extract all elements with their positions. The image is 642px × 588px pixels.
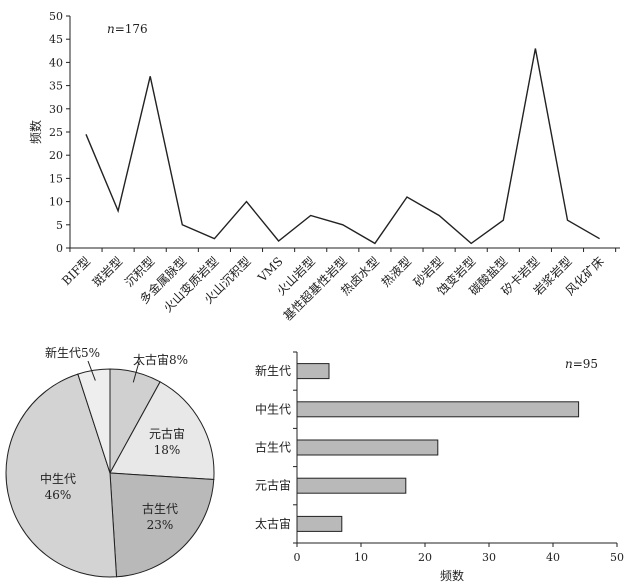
bar-古生代 <box>296 439 439 456</box>
bar-x-tick-label: 10 <box>354 551 368 564</box>
pie-slices <box>5 368 215 578</box>
pie-leader-新生代 <box>87 360 96 381</box>
line-category-label: BIF型 <box>59 254 93 288</box>
line-y-tick-label: 5 <box>56 219 63 232</box>
line-y-tick-label: 15 <box>49 172 63 185</box>
bar-中生代 <box>296 401 580 418</box>
pie-pct-元古宙: 18% <box>154 443 181 457</box>
line-y-axis-label: 频数 <box>28 120 43 144</box>
pie-label-新生代: 新生代5% <box>45 345 100 360</box>
bar-x-tick-label: 30 <box>482 551 496 564</box>
bar-x-ticks: 0 10 20 30 40 50 <box>294 543 624 564</box>
pie-slice-新生代 <box>77 368 111 474</box>
line-y-tick-label: 35 <box>49 80 63 93</box>
line-y-tick-label: 50 <box>49 10 63 23</box>
line-x-ticks <box>69 248 617 252</box>
pie-pct-中生代: 46% <box>45 488 72 502</box>
bar-category-label: 中生代 <box>255 401 291 416</box>
bar-category-label: 太古宙 <box>255 516 291 531</box>
line-chart: 0 5 10 15 20 25 30 35 40 45 50 BIF型斑岩型沉积型多金属脉型火山变质… <box>28 10 620 324</box>
bar-x-axis-label: 频数 <box>440 568 464 583</box>
bar-x-tick-label: 20 <box>418 551 432 564</box>
bar-x-tick-label: 50 <box>610 551 624 564</box>
pie-slice-古生代 <box>109 472 215 578</box>
bar-x-tick-label: 40 <box>546 551 560 564</box>
bar-bars <box>296 363 580 532</box>
bar-n-label: n=95 <box>565 357 598 371</box>
line-y-tick-label: 0 <box>56 242 63 255</box>
line-y-ticks: 0 5 10 15 20 25 30 35 40 45 50 <box>49 10 70 255</box>
line-category-label: 斑岩型 <box>89 254 125 290</box>
line-y-tick-label: 40 <box>49 56 63 69</box>
pie-leader-太古宙 <box>132 360 140 383</box>
pie-label-太古宙: 太古宙8% <box>133 352 188 367</box>
line-y-tick-label: 10 <box>49 196 63 209</box>
pie-labels: 太古宙8% 元古宙 18% 古生代 23% 中生代 46% 新生代5% <box>40 345 188 532</box>
line-y-tick-label: 20 <box>49 149 63 162</box>
line-y-tick-label: 45 <box>49 33 63 46</box>
line-y-tick-label: 25 <box>49 126 63 139</box>
line-series <box>85 48 600 245</box>
pie-slice-中生代 <box>5 373 118 578</box>
pie-label-古生代: 古生代 <box>142 501 178 516</box>
bar-category-label: 元古宙 <box>255 478 291 493</box>
bar-太古宙 <box>296 515 343 532</box>
bar-category-label: 新生代 <box>255 363 291 378</box>
line-n-label: n=176 <box>107 22 148 36</box>
pie-slice-元古宙 <box>109 381 215 481</box>
pie-label-元古宙: 元古宙 <box>149 426 185 441</box>
line-y-tick-label: 30 <box>49 103 63 116</box>
pie-label-中生代: 中生代 <box>40 471 76 486</box>
bar-元古宙 <box>296 477 407 494</box>
pie-pct-古生代: 23% <box>147 518 174 532</box>
bar-新生代 <box>296 363 330 380</box>
line-category-label: 热液型 <box>378 254 414 290</box>
bar-x-tick-label: 0 <box>294 551 301 564</box>
bar-category-label: 古生代 <box>255 440 291 455</box>
pie-chart: 太古宙8% 元古宙 18% 古生代 23% 中生代 46% 新生代5% <box>5 345 215 578</box>
